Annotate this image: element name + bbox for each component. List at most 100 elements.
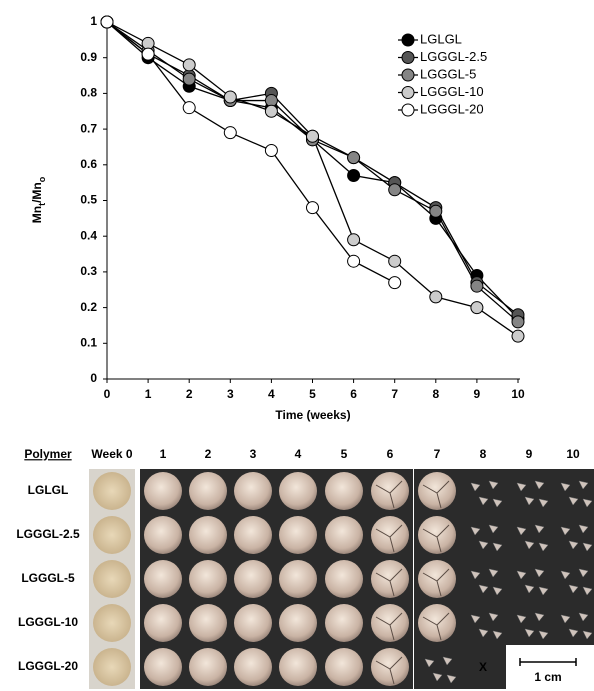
column-header: 1 xyxy=(160,447,167,461)
fragment xyxy=(538,498,549,508)
column-header: 2 xyxy=(205,447,212,461)
fragment xyxy=(578,568,589,578)
x-tick-label: 7 xyxy=(391,387,398,401)
point xyxy=(141,47,155,61)
legend-marker xyxy=(401,103,415,117)
point xyxy=(347,254,361,268)
photo-cell xyxy=(460,469,506,513)
disk xyxy=(371,604,409,642)
fragment xyxy=(560,526,571,536)
fragment xyxy=(478,540,489,550)
cell-bg xyxy=(460,601,506,645)
y-tick-label: 0.5 xyxy=(80,193,97,207)
fragment xyxy=(478,584,489,594)
disk xyxy=(371,516,409,554)
fragment xyxy=(524,584,535,594)
fragment xyxy=(492,586,503,596)
point xyxy=(388,254,402,268)
photo-cell xyxy=(275,601,321,645)
y-tick-label: 0.6 xyxy=(80,157,97,171)
y-label-part: Mn xyxy=(30,206,44,223)
cell-bg xyxy=(506,557,552,601)
crack xyxy=(422,568,450,597)
row-label: LGGGL-20 xyxy=(18,659,78,673)
legend-label: LGGGL-5 xyxy=(420,66,476,81)
row-label: LGGGL-2.5 xyxy=(16,527,80,541)
legend-label: LGLGL xyxy=(420,31,462,46)
point xyxy=(264,94,278,108)
disk xyxy=(234,472,272,510)
photo-cell xyxy=(506,469,552,513)
row-label: LGLGL xyxy=(28,483,69,497)
photo-cell xyxy=(414,557,460,601)
y-tick-label: 0.4 xyxy=(80,228,97,242)
photo-cell: X xyxy=(460,645,506,689)
row-label: LGGGL-5 xyxy=(21,571,75,585)
y-tick-label: 0.9 xyxy=(80,50,97,64)
legend-marker xyxy=(401,33,415,47)
crack xyxy=(375,480,403,509)
disk xyxy=(325,516,363,554)
disk xyxy=(279,472,317,510)
photo-cell xyxy=(185,645,231,689)
fragment xyxy=(470,614,481,624)
y-axis-label: Mnt/Mno xyxy=(30,176,47,223)
photo-cell xyxy=(414,645,460,689)
photo-cell xyxy=(275,645,321,689)
disk xyxy=(418,472,456,510)
photo-cell xyxy=(140,645,186,689)
point xyxy=(347,233,361,247)
legend-label: LGGGL-10 xyxy=(420,84,484,99)
photo-cell xyxy=(506,513,552,557)
row-header: Polymer xyxy=(24,447,72,461)
fragment xyxy=(442,656,453,666)
disk xyxy=(418,516,456,554)
point xyxy=(264,104,278,118)
disk xyxy=(234,516,272,554)
x-tick-label: 1 xyxy=(145,387,152,401)
photo-cell xyxy=(140,469,186,513)
photo-cell xyxy=(321,645,367,689)
photo-cell xyxy=(321,557,367,601)
crack xyxy=(375,612,403,641)
disk xyxy=(234,604,272,642)
photo-cell xyxy=(414,513,460,557)
disk xyxy=(144,604,182,642)
point xyxy=(306,129,319,143)
disk xyxy=(144,472,182,510)
photo-cell xyxy=(367,645,413,689)
x-tick-label: 8 xyxy=(432,387,439,401)
photo-cell xyxy=(185,513,231,557)
photo-cell xyxy=(367,557,413,601)
point xyxy=(264,144,278,158)
disk xyxy=(189,560,227,598)
photo-cell xyxy=(460,557,506,601)
fragment xyxy=(568,628,579,638)
cell-bg xyxy=(460,645,506,689)
x-tick-label: 0 xyxy=(104,387,111,401)
column-header: 8 xyxy=(480,447,487,461)
photo-cell xyxy=(185,557,231,601)
cell-bg xyxy=(460,513,506,557)
disk xyxy=(189,516,227,554)
column-header: 10 xyxy=(566,447,580,461)
photo-cell xyxy=(89,645,135,689)
fragment xyxy=(470,570,481,580)
y-tick-label: 0.7 xyxy=(80,121,97,135)
y-label-part: /Mn xyxy=(30,182,44,203)
disk xyxy=(93,472,131,510)
fragment xyxy=(534,524,545,534)
photo-cell xyxy=(275,469,321,513)
photo-cell xyxy=(460,513,506,557)
x-tick-label: 10 xyxy=(511,387,525,401)
fragment xyxy=(578,480,589,490)
fragment xyxy=(516,482,527,492)
disk xyxy=(279,604,317,642)
x-tick-label: 6 xyxy=(350,387,357,401)
legend-marker xyxy=(401,51,415,64)
fragment xyxy=(524,540,535,550)
photo-cell xyxy=(414,601,460,645)
point xyxy=(388,183,402,197)
y-tick-label: 1 xyxy=(90,14,97,28)
